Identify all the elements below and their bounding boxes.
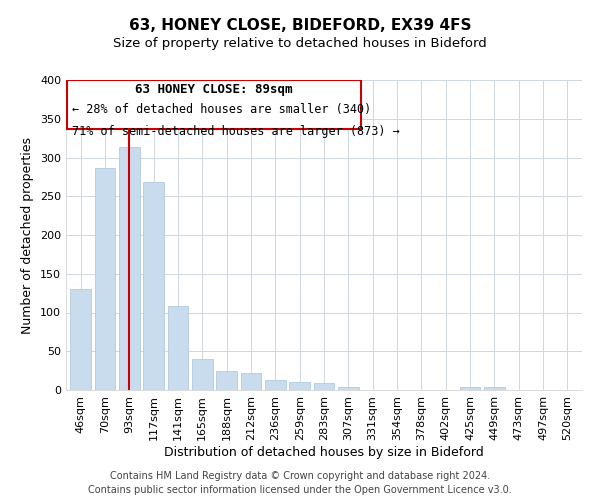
FancyBboxPatch shape	[67, 80, 361, 129]
Text: Contains HM Land Registry data © Crown copyright and database right 2024.: Contains HM Land Registry data © Crown c…	[110, 471, 490, 481]
Y-axis label: Number of detached properties: Number of detached properties	[22, 136, 34, 334]
Text: Contains public sector information licensed under the Open Government Licence v3: Contains public sector information licen…	[88, 485, 512, 495]
Bar	[460, 387, 481, 390]
Bar	[192, 359, 212, 390]
X-axis label: Distribution of detached houses by size in Bideford: Distribution of detached houses by size …	[164, 446, 484, 458]
Text: 63 HONEY CLOSE: 89sqm: 63 HONEY CLOSE: 89sqm	[135, 83, 293, 96]
Bar	[216, 370, 237, 390]
Bar	[167, 306, 188, 390]
Text: Size of property relative to detached houses in Bideford: Size of property relative to detached ho…	[113, 38, 487, 51]
Bar	[265, 380, 286, 390]
Bar	[484, 387, 505, 390]
Bar	[338, 387, 359, 390]
Bar	[119, 148, 140, 390]
Text: ← 28% of detached houses are smaller (340): ← 28% of detached houses are smaller (34…	[73, 104, 371, 116]
Text: 71% of semi-detached houses are larger (873) →: 71% of semi-detached houses are larger (…	[73, 125, 400, 138]
Bar	[70, 289, 91, 390]
Bar	[289, 382, 310, 390]
Text: 63, HONEY CLOSE, BIDEFORD, EX39 4FS: 63, HONEY CLOSE, BIDEFORD, EX39 4FS	[129, 18, 471, 32]
Bar	[95, 168, 115, 390]
Bar	[143, 182, 164, 390]
Bar	[314, 383, 334, 390]
Bar	[241, 373, 262, 390]
